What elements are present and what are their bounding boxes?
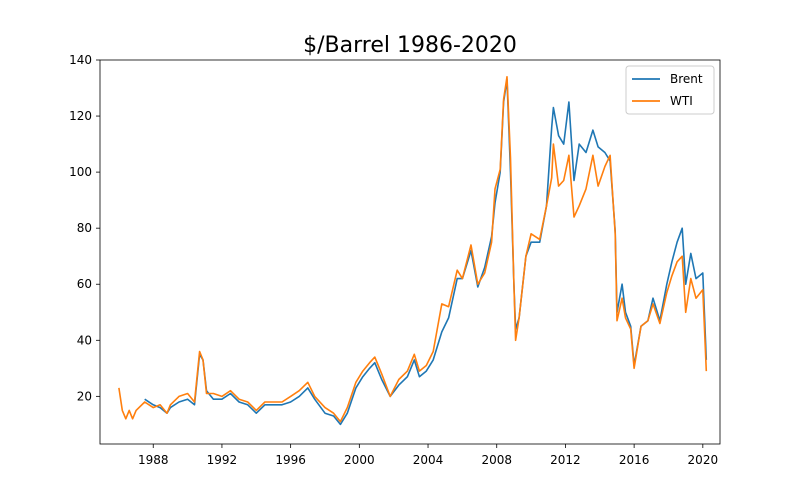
legend-label-brent: Brent bbox=[670, 72, 703, 86]
axes: 1988 1992 1996 2000 2004 2008 2012 2016 20202040… bbox=[69, 53, 721, 467]
y-tick-label: 20 bbox=[77, 389, 92, 403]
y-tick-label: 100 bbox=[69, 165, 92, 179]
y-tick-label: 60 bbox=[77, 277, 92, 291]
x-tick-label: 2000 bbox=[344, 453, 375, 467]
legend-label-wti: WTI bbox=[670, 94, 693, 108]
x-tick-label: 2016 bbox=[619, 453, 650, 467]
y-tick-label: 140 bbox=[69, 53, 92, 67]
series-line-wti bbox=[118, 76, 708, 423]
plot-area bbox=[118, 76, 708, 426]
axes-frame bbox=[99, 59, 721, 445]
x-tick-label: 1992 bbox=[207, 453, 238, 467]
x-tick-label: 1996 bbox=[275, 453, 306, 467]
x-tick-label: 2008 bbox=[481, 453, 512, 467]
legend-box bbox=[625, 65, 715, 115]
y-tick-label: 80 bbox=[77, 221, 92, 235]
x-tick-label: 2012 bbox=[550, 453, 581, 467]
legend: Brent WTI bbox=[625, 65, 715, 115]
y-tick-label: 120 bbox=[69, 109, 92, 123]
chart-title: $/Barrel 1986-2020 bbox=[303, 33, 517, 58]
x-tick-label: 2020 bbox=[688, 453, 719, 467]
series-line-brent bbox=[144, 78, 708, 426]
y-tick-label: 40 bbox=[77, 333, 92, 347]
x-tick-label: 2004 bbox=[413, 453, 444, 467]
x-tick-label: 1988 bbox=[138, 453, 169, 467]
